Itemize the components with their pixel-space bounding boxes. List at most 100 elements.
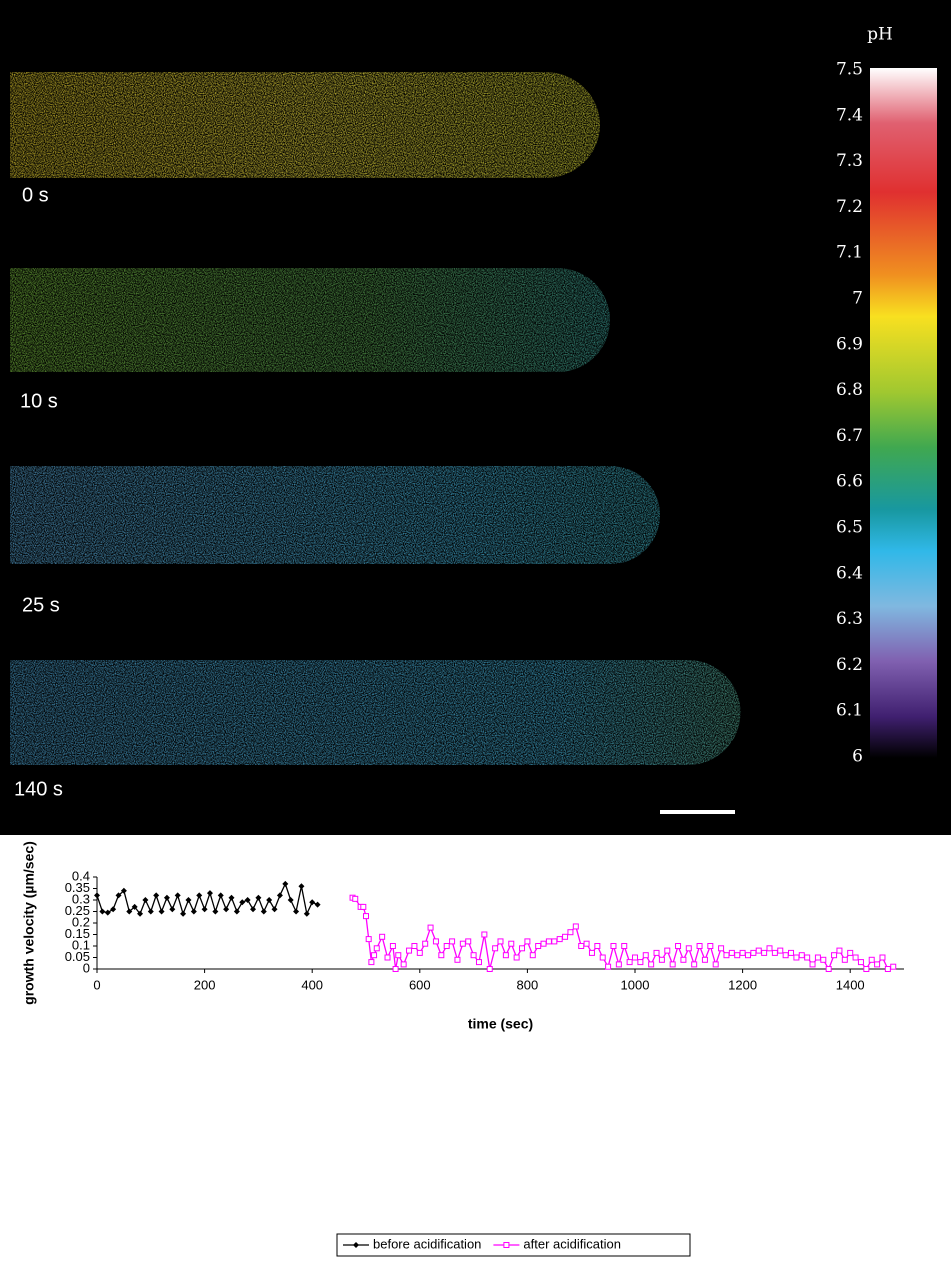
legend: before acidification after acidification (336, 1233, 691, 1257)
point (879, 954, 886, 961)
point (360, 903, 367, 910)
point (594, 943, 601, 949)
point (578, 943, 585, 949)
point (874, 961, 881, 968)
point (831, 952, 838, 959)
point (416, 949, 423, 956)
point (465, 938, 472, 945)
point (174, 892, 181, 899)
point (266, 897, 273, 903)
tube (10, 72, 600, 178)
tube (10, 268, 610, 372)
point (217, 892, 224, 899)
point (239, 899, 246, 906)
point (669, 961, 676, 968)
timepoint-label: 10 s (20, 390, 58, 412)
point (658, 956, 665, 963)
point (223, 906, 230, 913)
point (481, 931, 488, 938)
point (524, 938, 531, 945)
colorbar-tick-label: 6.1 (836, 701, 863, 721)
y-tick-label: 0.15 (65, 926, 90, 941)
point (411, 943, 418, 949)
y-tick-label: 0.25 (65, 903, 90, 918)
point (201, 906, 208, 913)
point (615, 961, 622, 968)
colorbar-title: pH (867, 25, 893, 45)
point (857, 959, 864, 966)
y-tick-label: 0.2 (72, 914, 90, 929)
point (691, 961, 698, 968)
point (868, 956, 875, 963)
point (788, 949, 795, 956)
point (707, 943, 714, 949)
legend-label: after acidification (523, 1236, 621, 1251)
point (115, 892, 122, 899)
point (744, 952, 751, 959)
point (814, 954, 821, 961)
point (282, 880, 289, 887)
point (701, 956, 708, 963)
point (169, 906, 176, 913)
point (605, 963, 612, 970)
point (642, 952, 649, 959)
timepoint-label: 0 s (22, 184, 49, 206)
point (250, 906, 257, 913)
point (470, 952, 477, 959)
point (556, 936, 563, 943)
point (562, 933, 569, 940)
point (392, 966, 399, 972)
y-tick-label: 0 (83, 960, 90, 975)
point (777, 947, 784, 954)
colorbar-tick-label: 6.3 (836, 609, 863, 629)
point (712, 961, 719, 968)
x-tick-label: 600 (409, 977, 431, 992)
point (153, 892, 160, 899)
point (233, 908, 240, 915)
point (863, 966, 870, 972)
colorbar-tick-label: 6.6 (836, 472, 863, 492)
point (99, 908, 106, 915)
colorbar-tick-label: 7 (852, 289, 863, 309)
point (492, 945, 499, 952)
point (621, 943, 628, 949)
point (508, 940, 515, 947)
point (196, 892, 203, 899)
point (287, 897, 294, 903)
colorbar-tick-label: 6.9 (836, 334, 863, 354)
point (427, 924, 434, 931)
point (648, 961, 655, 968)
colorbar-tick-label: 6.4 (836, 563, 863, 583)
point (583, 940, 590, 947)
point (94, 892, 100, 899)
series-line (352, 897, 894, 971)
point (685, 945, 692, 952)
point (276, 892, 283, 899)
point (820, 956, 827, 963)
point (443, 943, 450, 949)
point (371, 952, 378, 959)
point (519, 945, 526, 952)
point (632, 954, 638, 961)
point (675, 943, 682, 949)
point (610, 943, 617, 949)
point (365, 936, 372, 943)
y-tick-label: 0.1 (72, 937, 90, 952)
timepoint-label: 25 s (22, 594, 60, 616)
colorbar-tick-label: 6.7 (836, 426, 863, 446)
point (298, 883, 305, 890)
point (497, 938, 504, 945)
point (637, 959, 644, 966)
point (303, 910, 310, 917)
point (847, 949, 854, 956)
point (293, 908, 300, 915)
point (459, 940, 466, 947)
point (755, 947, 762, 954)
point (422, 940, 429, 947)
point (363, 913, 369, 920)
point (475, 959, 482, 966)
point (513, 954, 520, 961)
tube (10, 660, 741, 765)
point (728, 949, 735, 956)
point (449, 938, 456, 945)
